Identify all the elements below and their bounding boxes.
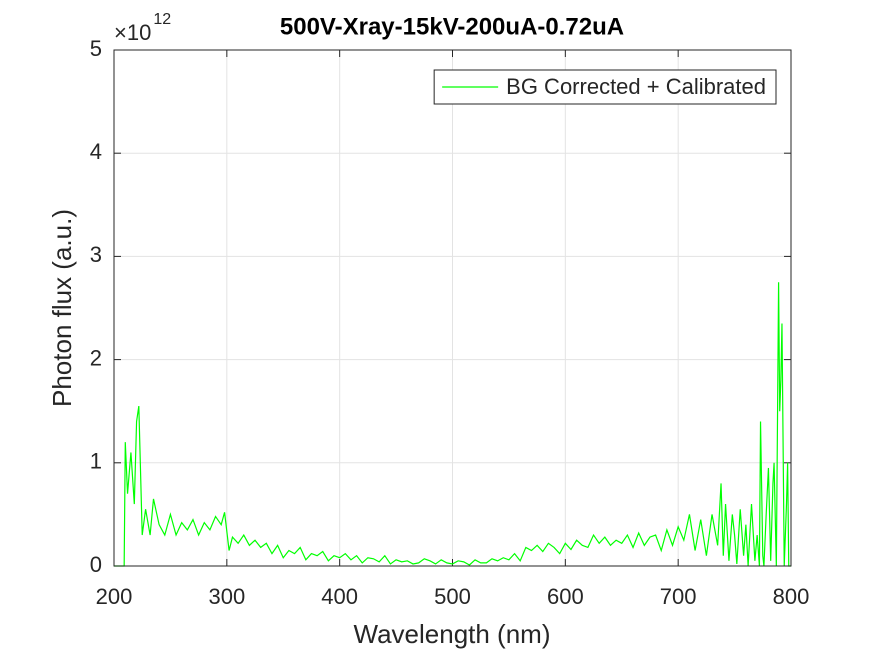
chart-title: 500V-Xray-15kV-200uA-0.72uA [280, 13, 624, 40]
y-tick-label: 5 [90, 36, 102, 61]
y-multiplier-exponent: 12 [153, 11, 171, 28]
x-tick-label: 400 [321, 584, 358, 609]
y-tick-label: 4 [90, 139, 102, 164]
y-tick-label: 3 [90, 242, 102, 267]
y-tick-label: 2 [90, 345, 102, 370]
x-tick-label: 700 [660, 584, 697, 609]
series-line [114, 282, 791, 567]
x-tick-label: 200 [96, 584, 133, 609]
y-tick-label: 0 [90, 552, 102, 577]
y-tick-label: 1 [90, 449, 102, 474]
axes-box [113, 49, 792, 567]
x-axis-label: Wavelength (nm) [354, 619, 551, 649]
legend-label: BG Corrected + Calibrated [506, 74, 766, 99]
x-tick-label: 500 [434, 584, 471, 609]
x-tick-label: 600 [547, 584, 584, 609]
y-multiplier-base: ×10 [114, 20, 151, 45]
x-tick-label: 300 [208, 584, 245, 609]
x-tick-label: 800 [773, 584, 810, 609]
y-axis-label: Photon flux (a.u.) [47, 209, 77, 407]
